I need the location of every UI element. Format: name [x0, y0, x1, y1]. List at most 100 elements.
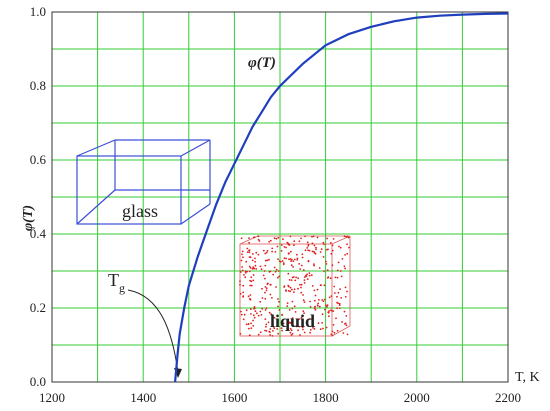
liquid-dot: [318, 267, 321, 269]
liquid-dot: [277, 298, 279, 300]
liquid-dot: [290, 250, 292, 253]
liquid-dot: [242, 318, 245, 321]
liquid-dot: [308, 274, 311, 277]
curve-label: φ(T): [248, 55, 276, 71]
liquid-dot: [306, 241, 309, 244]
liquid-dot: [302, 294, 304, 296]
liquid-dot: [295, 325, 298, 328]
liquid-dot: [317, 322, 320, 325]
liquid-dot: [346, 290, 348, 293]
liquid-cube-icon: [239, 235, 350, 337]
liquid-dot: [264, 259, 267, 262]
liquid-dot: [294, 279, 297, 282]
liquid-dot: [277, 258, 279, 261]
liquid-dot: [326, 277, 329, 279]
liquid-dot: [248, 297, 251, 300]
liquid-dot: [283, 257, 286, 260]
liquid-dot: [346, 252, 349, 255]
liquid-dot: [250, 276, 253, 279]
liquid-dot: [325, 326, 328, 329]
liquid-dot: [265, 287, 268, 290]
liquid-dot: [277, 270, 280, 272]
liquid-dot: [300, 264, 303, 267]
liquid-dot: [309, 306, 312, 308]
liquid-dot: [315, 246, 317, 249]
liquid-dot: [328, 296, 331, 299]
liquid-dot: [246, 270, 249, 273]
liquid-dot: [311, 322, 314, 325]
liquid-dot: [261, 307, 264, 310]
liquid-dot: [332, 238, 335, 240]
liquid-dot: [273, 316, 276, 319]
liquid-dot: [296, 257, 299, 260]
liquid-dot: [291, 307, 294, 310]
liquid-dot: [277, 276, 279, 279]
liquid-dot: [262, 274, 265, 277]
liquid-dot: [314, 299, 316, 302]
liquid-dot: [296, 253, 298, 256]
liquid-dot: [266, 250, 269, 252]
liquid-dot: [274, 251, 277, 253]
liquid-dot: [313, 307, 316, 310]
liquid-dot: [306, 273, 308, 276]
liquid-dot: [344, 296, 347, 298]
liquid-dot: [332, 324, 335, 326]
liquid-dot: [316, 304, 319, 307]
liquid-dot: [272, 330, 274, 332]
liquid-dot: [339, 288, 341, 290]
liquid-dot: [264, 277, 266, 280]
liquid-dot: [293, 244, 295, 247]
liquid-dot: [307, 260, 310, 263]
liquid-dot: [300, 283, 303, 286]
liquid-dot: [313, 289, 316, 292]
liquid-dot: [336, 307, 338, 310]
liquid-dot: [248, 334, 251, 336]
liquid-dot: [336, 301, 338, 304]
liquid-dot: [282, 263, 285, 266]
liquid-dot: [246, 247, 249, 250]
liquid-dot: [248, 270, 251, 273]
liquid-dot: [241, 266, 244, 268]
liquid-dot: [240, 237, 243, 240]
liquid-dot: [249, 294, 252, 296]
liquid-dot: [307, 249, 309, 252]
liquid-dot: [289, 321, 292, 324]
liquid-dot: [286, 305, 289, 307]
liquid-dot: [272, 325, 275, 328]
liquid-dot: [265, 330, 268, 332]
liquid-inset: liquid: [239, 235, 351, 337]
liquid-dot: [285, 289, 287, 292]
liquid-dot: [302, 310, 305, 313]
liquid-dot: [269, 239, 272, 242]
liquid-dot: [246, 251, 249, 254]
x-tick-labels: 1200 1400 1600 1800 2000 2200: [39, 390, 521, 405]
x-tick-label: 1800: [313, 390, 339, 405]
liquid-dot: [249, 256, 252, 259]
liquid-dot: [295, 276, 297, 279]
liquid-dot: [286, 327, 289, 329]
liquid-dot: [248, 251, 251, 254]
phi-curve: [174, 12, 509, 383]
liquid-dot: [309, 331, 311, 334]
liquid-dot: [257, 314, 260, 317]
glass-inset: glass: [76, 139, 211, 225]
liquid-dot: [269, 293, 272, 296]
liquid-dot: [254, 257, 256, 260]
liquid-dot: [278, 275, 281, 278]
liquid-dot: [329, 277, 332, 280]
liquid-dot: [252, 325, 255, 327]
liquid-dot: [346, 243, 348, 246]
liquid-dot: [266, 283, 269, 286]
liquid-dot: [303, 331, 306, 334]
liquid-dot: [281, 260, 284, 262]
y-tick-label: 0.0: [30, 374, 46, 389]
liquid-dot: [335, 317, 337, 320]
liquid-dot: [287, 318, 290, 321]
liquid-dot: [241, 253, 243, 256]
liquid-dot: [313, 328, 316, 330]
liquid-dot: [303, 312, 305, 314]
liquid-dot: [240, 259, 243, 262]
liquid-dot: [293, 258, 296, 261]
liquid-dot: [264, 252, 267, 255]
liquid-dot: [292, 260, 295, 262]
